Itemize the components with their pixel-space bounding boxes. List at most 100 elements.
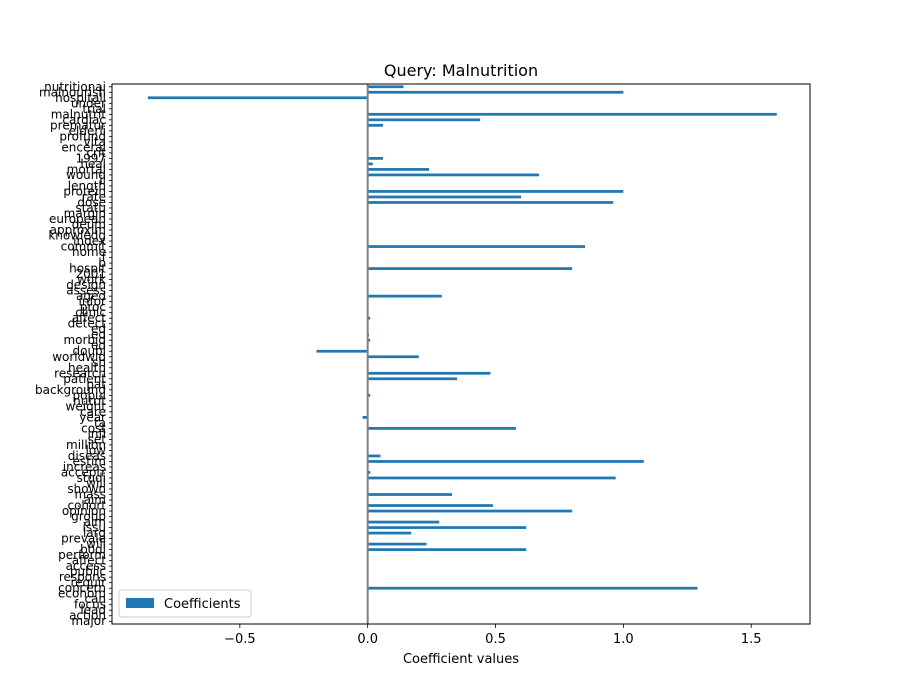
- bar-malnutrit: [367, 112, 777, 116]
- y-tick-label: dose: [77, 195, 106, 209]
- y-tick-label: major: [71, 614, 106, 628]
- x-tick-label: −0.5: [224, 632, 256, 647]
- y-tick-label: shown: [67, 482, 106, 496]
- y-tick-label: ta: [94, 416, 106, 430]
- bar-opinion: [367, 509, 573, 513]
- y-tick-label: weight: [66, 399, 107, 413]
- y-tick-label: aged: [76, 289, 106, 303]
- bar-larg: [367, 531, 412, 535]
- bar-heal: [367, 162, 373, 166]
- y-tick-label: affect: [72, 311, 107, 325]
- y-tick-label: prevale: [61, 532, 106, 546]
- bar-patient: [367, 377, 458, 381]
- y-tick-labels: majoractionleadfocuscaneconomconcernrequ…: [35, 80, 112, 628]
- y-tick-label: il: [99, 173, 106, 187]
- y-tick-label: clinic: [75, 306, 106, 320]
- bar-morbid: [367, 338, 371, 342]
- y-tick-label: length: [68, 179, 106, 193]
- bar-hospit: [367, 267, 573, 270]
- y-tick-label: diseas: [68, 449, 106, 463]
- bar-cost: [367, 427, 516, 430]
- y-tick-label: public: [70, 565, 106, 579]
- y-tick-label: aim: [84, 515, 106, 529]
- y-tick-label: million: [66, 438, 106, 452]
- bar-concern: [367, 586, 698, 590]
- y-tick-label: nutrit: [73, 394, 106, 408]
- y-tick-label: bodi: [80, 543, 106, 557]
- x-tick-label: 1.5: [741, 632, 762, 647]
- bar-dose: [367, 201, 614, 204]
- y-tick-label: hospitali: [55, 91, 106, 105]
- y-tick-label: low: [86, 443, 107, 457]
- chart-title: Query: Malnutrition: [384, 61, 538, 80]
- y-tick-label: issu: [83, 521, 106, 535]
- y-tick-label: index: [73, 234, 106, 248]
- bar-mass: [367, 493, 453, 496]
- y-tick-label: work: [77, 273, 106, 287]
- bars-group: [147, 85, 777, 590]
- y-tick-label: malnutrit: [51, 107, 107, 121]
- y-tick-label: hospit: [69, 262, 106, 276]
- y-tick-label: respons: [59, 570, 106, 584]
- y-tick-label: statu: [75, 201, 106, 215]
- y-tick-label: design: [66, 278, 106, 292]
- y-tick-label: deum: [72, 218, 106, 232]
- y-tick-label: acceptr: [61, 465, 106, 479]
- x-tick-label: 1.0: [613, 632, 634, 647]
- y-tick-label: focus: [74, 598, 106, 612]
- bar-doubl: [316, 349, 368, 353]
- y-tick-label: rate: [82, 190, 106, 204]
- y-tick-label: approxim: [50, 223, 106, 237]
- y-tick-label: 2001: [75, 267, 106, 281]
- y-tick-label: cohort: [67, 499, 106, 513]
- y-tick-label: pat: [86, 377, 106, 391]
- y-tick-label: sh: [92, 355, 106, 369]
- bar-affect: [367, 316, 371, 320]
- y-tick-label: trial: [82, 102, 106, 116]
- bar-studi: [367, 476, 616, 480]
- y-tick-label: detect: [68, 317, 107, 331]
- y-tick-label: nutritionai: [44, 80, 106, 94]
- bar-aim: [367, 520, 440, 524]
- y-tick-label: increas: [63, 460, 106, 474]
- y-tick-label: will: [86, 476, 106, 490]
- bar-nutritionai: [367, 85, 404, 89]
- y-tick-label: ed: [91, 322, 106, 336]
- bar-will: [367, 542, 427, 546]
- y-tick-label: estim: [73, 454, 106, 468]
- y-tick-label: studi: [76, 471, 106, 485]
- bar-protein: [367, 190, 624, 193]
- y-tick-label: care: [80, 405, 106, 419]
- y-tick-label: margin: [64, 206, 106, 220]
- legend-box: [118, 589, 252, 618]
- y-tick-label: wound: [66, 168, 106, 182]
- y-tick-label: affect: [72, 554, 107, 568]
- y-tick-label: european: [49, 212, 106, 226]
- y-tick-label: knowledg: [48, 229, 106, 243]
- y-tick-label: b: [98, 256, 106, 270]
- bar-malnourish: [367, 90, 624, 94]
- bar-acceptr: [367, 471, 371, 474]
- bar-mortal: [367, 168, 430, 171]
- y-tick-label: vita: [84, 135, 107, 149]
- bar-year: [362, 415, 368, 419]
- bar-diseas: [367, 454, 381, 458]
- y-tick-label: worldwid: [52, 350, 106, 364]
- y-tick-label: access: [66, 559, 106, 573]
- axes-frame: [111, 83, 811, 625]
- y-tick-label: protein: [63, 184, 106, 198]
- bar-research: [367, 371, 491, 375]
- bar-popul: [367, 393, 371, 397]
- bar-estim: [367, 460, 644, 463]
- bar-bodi: [367, 548, 527, 551]
- legend-label: Coefficients: [164, 597, 241, 612]
- bar-hospitali: [147, 96, 368, 100]
- y-tick-label: profund: [59, 129, 106, 143]
- y-tick-label: ed: [91, 339, 106, 353]
- y-tick-label: under: [71, 96, 106, 110]
- y-tick-label: prematur: [50, 118, 106, 132]
- y-tick-label: perform: [58, 548, 106, 562]
- y-tick-label: requir: [70, 576, 106, 590]
